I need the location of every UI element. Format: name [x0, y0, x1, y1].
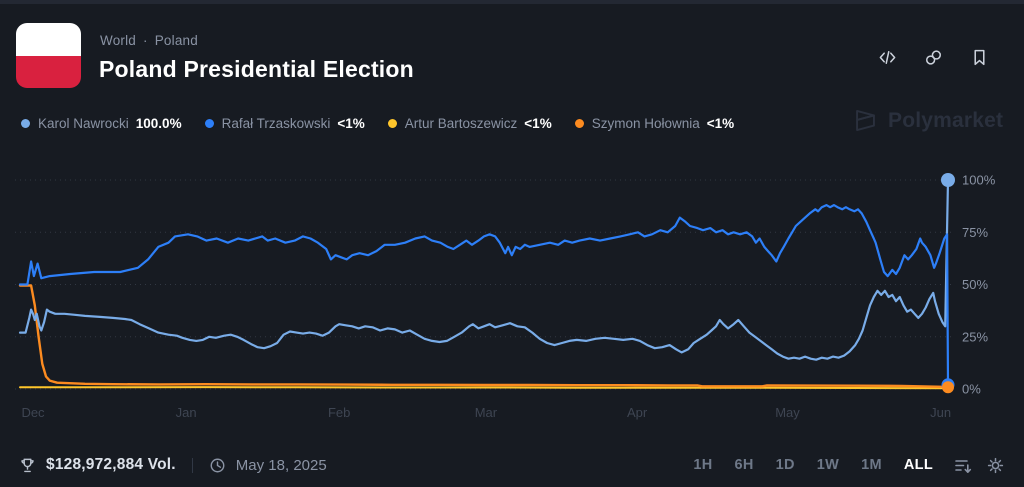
- svg-text:Mar: Mar: [475, 405, 498, 420]
- polymarket-logo-icon: [856, 109, 875, 132]
- range-1d[interactable]: 1D: [770, 453, 801, 477]
- series-dot-bartoszewicz-icon: [387, 118, 397, 128]
- polymarket-watermark: Polymarket: [852, 107, 1003, 134]
- clock-icon: [209, 457, 226, 474]
- series-dot-trzaskowski-icon: [204, 118, 214, 128]
- sort-descending-icon[interactable]: [953, 456, 972, 475]
- range-1w[interactable]: 1W: [811, 453, 845, 477]
- page-title: Poland Presidential Election: [99, 56, 414, 82]
- poland-flag-icon: [16, 23, 81, 88]
- top-strip: [0, 0, 1024, 4]
- svg-text:0%: 0%: [962, 382, 981, 397]
- svg-text:50%: 50%: [962, 277, 988, 292]
- breadcrumb-poland[interactable]: Poland: [154, 33, 198, 48]
- range-1h[interactable]: 1H: [687, 453, 718, 477]
- series-dot-nawrocki-icon: [21, 118, 30, 128]
- svg-text:May: May: [775, 405, 800, 420]
- svg-text:Jan: Jan: [176, 405, 197, 420]
- svg-text:Dec: Dec: [21, 405, 45, 420]
- legend-item-szymon-holownia[interactable]: Szymon Hołownia <1%: [574, 116, 734, 131]
- divider: [191, 457, 193, 473]
- volume-value: $128,972,884 Vol.: [46, 456, 176, 473]
- breadcrumb-separator: ·: [143, 33, 148, 48]
- legend-item-karol-nawrocki[interactable]: Karol Nawrocki 100.0%: [21, 116, 182, 131]
- chart-canvas[interactable]: 0% 25% 50% 75% 100% Dec Jan Feb Mar Apr May Jun: [0, 150, 1024, 450]
- range-all[interactable]: ALL: [898, 453, 939, 477]
- range-1m[interactable]: 1M: [855, 453, 888, 477]
- series-dot-holownia-icon: [574, 118, 584, 128]
- market-stats: $128,972,884 Vol. May 18, 2025: [19, 456, 327, 474]
- svg-text:Feb: Feb: [328, 405, 350, 420]
- trophy-icon: [19, 457, 36, 474]
- copy-link-icon[interactable]: [924, 48, 943, 67]
- svg-text:Jun: Jun: [930, 405, 951, 420]
- chart-controls: 1H 6H 1D 1W 1M ALL: [687, 453, 1005, 477]
- header-actions: [878, 48, 989, 67]
- legend-item-artur-bartoszewicz[interactable]: Artur Bartoszewicz <1%: [387, 116, 552, 131]
- svg-text:75%: 75%: [962, 225, 988, 240]
- svg-text:25%: 25%: [962, 329, 988, 344]
- range-6h[interactable]: 6H: [729, 453, 760, 477]
- price-history-chart[interactable]: 0% 25% 50% 75% 100% Dec Jan Feb Mar Apr May Jun: [0, 150, 1024, 450]
- svg-text:100%: 100%: [962, 173, 996, 188]
- legend-item-rafal-trzaskowski[interactable]: Rafał Trzaskowski <1%: [204, 116, 365, 131]
- breadcrumb-world[interactable]: World: [100, 33, 137, 48]
- end-date: May 18, 2025: [235, 456, 327, 474]
- footer-bar: $128,972,884 Vol. May 18, 2025 1H 6H 1D …: [0, 443, 1024, 487]
- chart-legend: Karol Nawrocki 100.0% Rafał Trzaskowski …: [21, 114, 734, 132]
- watermark-text: Polymarket: [888, 108, 1004, 132]
- svg-text:Apr: Apr: [627, 405, 648, 420]
- settings-gear-icon[interactable]: [986, 456, 1005, 475]
- bookmark-icon[interactable]: [970, 48, 989, 67]
- embed-code-icon[interactable]: [878, 48, 897, 67]
- breadcrumb: World · Poland: [100, 33, 198, 48]
